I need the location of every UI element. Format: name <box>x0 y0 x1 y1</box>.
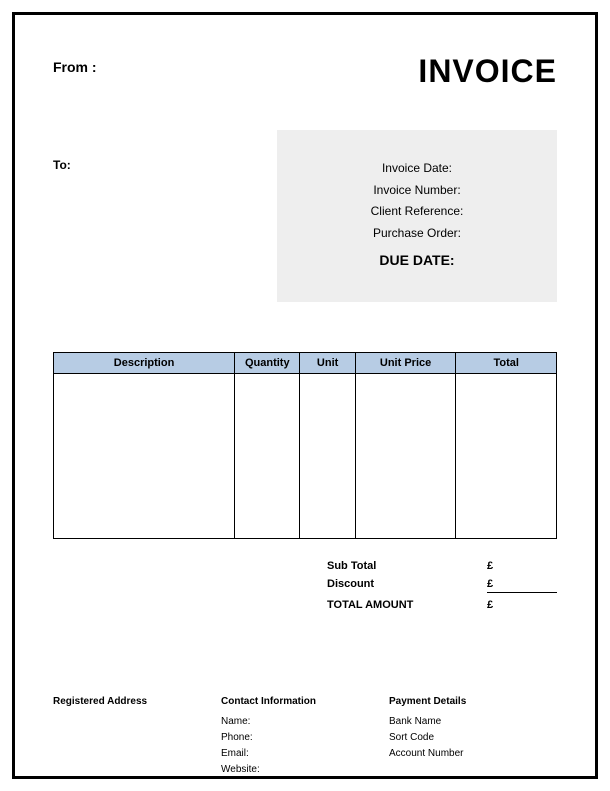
invoice-title: INVOICE <box>418 53 557 90</box>
payment-sort: Sort Code <box>389 730 557 746</box>
table-header-row: Description Quantity Unit Unit Price Tot… <box>54 352 557 373</box>
col-unit-price: Unit Price <box>355 352 456 373</box>
registered-address-heading: Registered Address <box>53 694 221 710</box>
cell-unit <box>300 373 355 538</box>
payment-account: Account Number <box>389 746 557 762</box>
payment-heading: Payment Details <box>389 694 557 710</box>
contact-phone: Phone: <box>221 730 389 746</box>
payment-bank: Bank Name <box>389 714 557 730</box>
discount-row: Discount £ <box>327 575 557 596</box>
discount-value: £ <box>487 578 557 593</box>
line-items-table: Description Quantity Unit Unit Price Tot… <box>53 352 557 539</box>
total-amount-label: TOTAL AMOUNT <box>327 599 487 611</box>
invoice-date-label: Invoice Date: <box>297 158 537 180</box>
payment-details-col: Payment Details Bank Name Sort Code Acco… <box>389 694 557 778</box>
invoice-page: From : INVOICE To: Invoice Date: Invoice… <box>12 12 598 779</box>
footer-section: Registered Address Contact Information N… <box>53 694 557 778</box>
col-description: Description <box>54 352 235 373</box>
contact-heading: Contact Information <box>221 694 389 710</box>
client-reference-label: Client Reference: <box>297 201 537 223</box>
purchase-order-label: Purchase Order: <box>297 223 537 245</box>
totals-section: Sub Total £ Discount £ TOTAL AMOUNT £ <box>327 557 557 614</box>
col-quantity: Quantity <box>235 352 300 373</box>
cell-quantity <box>235 373 300 538</box>
discount-label: Discount <box>327 578 487 593</box>
info-row: To: Invoice Date: Invoice Number: Client… <box>53 130 557 302</box>
total-amount-value: £ <box>487 599 557 611</box>
col-unit: Unit <box>300 352 355 373</box>
cell-description <box>54 373 235 538</box>
subtotal-row: Sub Total £ <box>327 557 557 575</box>
table-row <box>54 373 557 538</box>
contact-name: Name: <box>221 714 389 730</box>
invoice-number-label: Invoice Number: <box>297 180 537 202</box>
to-label: To: <box>53 158 113 172</box>
contact-email: Email: <box>221 746 389 762</box>
registered-address-col: Registered Address <box>53 694 221 778</box>
due-date-label: DUE DATE: <box>297 248 537 273</box>
from-label: From : <box>53 59 97 75</box>
cell-unit-price <box>355 373 456 538</box>
col-total: Total <box>456 352 557 373</box>
invoice-info-box: Invoice Date: Invoice Number: Client Ref… <box>277 130 557 302</box>
header-row: From : INVOICE <box>53 53 557 90</box>
subtotal-value: £ <box>487 560 557 572</box>
contact-website: Website: <box>221 762 389 778</box>
contact-info-col: Contact Information Name: Phone: Email: … <box>221 694 389 778</box>
subtotal-label: Sub Total <box>327 560 487 572</box>
total-amount-row: TOTAL AMOUNT £ <box>327 596 557 614</box>
cell-total <box>456 373 557 538</box>
